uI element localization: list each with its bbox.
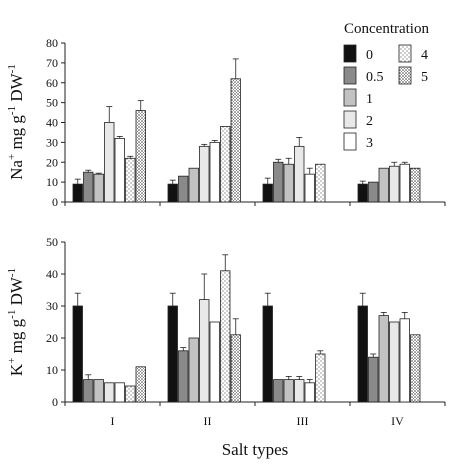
bar-IV-5 bbox=[410, 167, 421, 203]
bar-II-0.5 bbox=[178, 175, 189, 203]
legend-label-4: 4 bbox=[421, 48, 428, 63]
y-tick-label: 10 bbox=[46, 363, 58, 377]
legend-swatch-0 bbox=[343, 44, 357, 63]
bar-I-2 bbox=[104, 382, 115, 403]
bar-I-4 bbox=[125, 157, 136, 203]
legend-label-2: 2 bbox=[366, 114, 373, 129]
x-group-label: IV bbox=[391, 414, 404, 428]
bar-IV-1 bbox=[378, 315, 389, 403]
x-group-label: II bbox=[204, 414, 212, 428]
bar-II-3 bbox=[209, 141, 220, 203]
bar-III-0 bbox=[262, 305, 273, 403]
bar-I-0 bbox=[72, 305, 83, 403]
y-tick-label: 50 bbox=[46, 235, 58, 249]
bar-III-2 bbox=[294, 379, 305, 403]
legend-title: Concentration bbox=[344, 21, 429, 37]
legend-swatch-4 bbox=[398, 44, 412, 63]
bar-II-2 bbox=[199, 145, 210, 203]
legend-swatch-0.5 bbox=[343, 66, 357, 85]
y-tick-label: 20 bbox=[46, 331, 58, 345]
bar-I-0.5 bbox=[83, 379, 94, 403]
legend-label-3: 3 bbox=[366, 136, 373, 151]
legend-swatch-3 bbox=[343, 132, 357, 151]
y-tick-label: 70 bbox=[46, 56, 58, 70]
legend-label-5: 5 bbox=[421, 70, 428, 85]
y-axis-label: K+ mg g-1 DW-1 bbox=[6, 268, 26, 376]
legend-label-1: 1 bbox=[366, 92, 373, 107]
bar-II-4 bbox=[220, 270, 231, 403]
bar-IV-3 bbox=[399, 318, 410, 403]
bar-IV-0.5 bbox=[368, 181, 379, 203]
bar-IV-0 bbox=[357, 305, 368, 403]
y-tick-label: 20 bbox=[46, 155, 58, 169]
y-tick-label: 40 bbox=[46, 116, 58, 130]
y-tick-label: 10 bbox=[46, 175, 58, 189]
bar-IV-0.5 bbox=[368, 356, 379, 403]
bar-II-0 bbox=[167, 183, 178, 203]
bar-III-1 bbox=[283, 379, 294, 403]
y-tick-label: 0 bbox=[52, 395, 58, 409]
bar-II-1 bbox=[188, 337, 199, 403]
bar-II-4 bbox=[220, 126, 231, 203]
bar-IV-1 bbox=[378, 167, 389, 203]
x-group-label: I bbox=[111, 414, 115, 428]
bar-IV-5 bbox=[410, 334, 421, 403]
y-tick-label: 80 bbox=[46, 36, 58, 50]
bar-I-5 bbox=[135, 110, 146, 203]
bar-II-5 bbox=[230, 78, 241, 203]
bar-I-5 bbox=[135, 366, 146, 403]
bar-I-0.5 bbox=[83, 171, 94, 203]
bar-I-4 bbox=[125, 385, 136, 403]
legend-swatch-1 bbox=[343, 88, 357, 107]
bar-I-2 bbox=[104, 122, 115, 203]
bar-III-4 bbox=[315, 163, 326, 203]
bar-I-3 bbox=[114, 382, 125, 403]
bar-III-1 bbox=[283, 163, 294, 203]
bar-IV-3 bbox=[399, 163, 410, 203]
y-tick-label: 30 bbox=[46, 299, 58, 313]
bar-IV-2 bbox=[389, 165, 400, 203]
bar-II-0 bbox=[167, 305, 178, 403]
bar-III-3 bbox=[304, 173, 315, 203]
x-group-label: III bbox=[297, 414, 309, 428]
bar-IV-2 bbox=[389, 321, 400, 403]
legend-label-0: 0 bbox=[366, 48, 373, 63]
bar-IV-0 bbox=[357, 183, 368, 203]
x-axis-label: Salt types bbox=[222, 440, 289, 459]
bar-II-5 bbox=[230, 334, 241, 403]
bar-I-1 bbox=[93, 173, 104, 203]
legend-label-0.5: 0.5 bbox=[366, 70, 384, 85]
bar-III-3 bbox=[304, 382, 315, 403]
bar-III-0 bbox=[262, 183, 273, 203]
bar-I-1 bbox=[93, 379, 104, 403]
legend: Concentration 0 0.5 1 2 3 4 5 bbox=[343, 21, 429, 151]
bar-II-0.5 bbox=[178, 350, 189, 403]
y-tick-label: 40 bbox=[46, 267, 58, 281]
y-tick-label: 30 bbox=[46, 135, 58, 149]
bar-II-3 bbox=[209, 321, 220, 403]
bar-III-0.5 bbox=[273, 379, 284, 403]
bar-I-3 bbox=[114, 137, 125, 203]
legend-swatch-5 bbox=[398, 66, 412, 85]
y-axis-label: Na+ mg g-1 DW-1 bbox=[6, 64, 26, 180]
bar-II-2 bbox=[199, 299, 210, 403]
bar-II-1 bbox=[188, 167, 199, 203]
bar-III-2 bbox=[294, 145, 305, 203]
y-tick-label: 60 bbox=[46, 76, 58, 90]
bar-I-0 bbox=[72, 183, 83, 203]
y-tick-label: 50 bbox=[46, 96, 58, 110]
y-tick-label: 0 bbox=[52, 195, 58, 209]
bar-III-0.5 bbox=[273, 161, 284, 203]
legend-swatch-2 bbox=[343, 110, 357, 129]
bar-III-4 bbox=[315, 353, 326, 403]
